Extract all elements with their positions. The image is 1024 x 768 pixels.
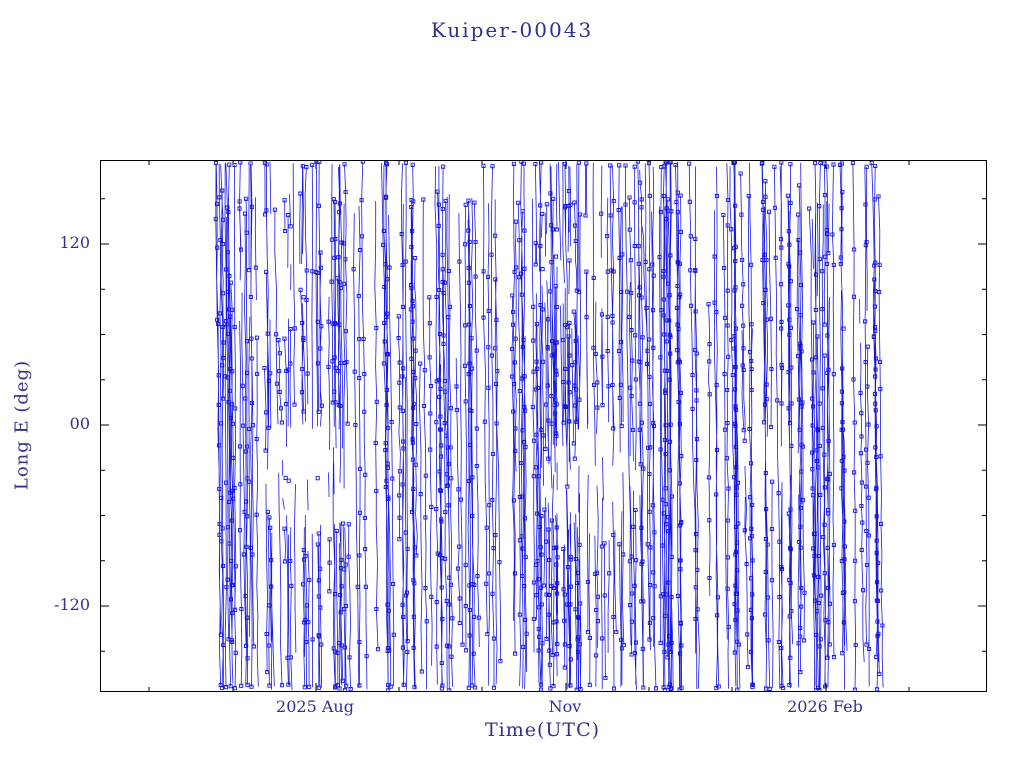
plot-canvas	[101, 161, 986, 691]
x-axis-label: Time(UTC)	[484, 719, 601, 741]
y-tick-label: 120	[59, 233, 90, 253]
x-tick-label: 2025 Aug	[276, 697, 354, 716]
y-tick-label: 00	[69, 414, 90, 433]
plot-frame	[100, 160, 987, 692]
sample-markers	[213, 161, 885, 691]
x-tick-label: Nov	[548, 697, 582, 716]
y-tick-label: -120	[54, 594, 90, 614]
chart-title: Kuiper-00043	[430, 18, 594, 42]
x-tick-label: 2026 Feb	[787, 697, 863, 716]
